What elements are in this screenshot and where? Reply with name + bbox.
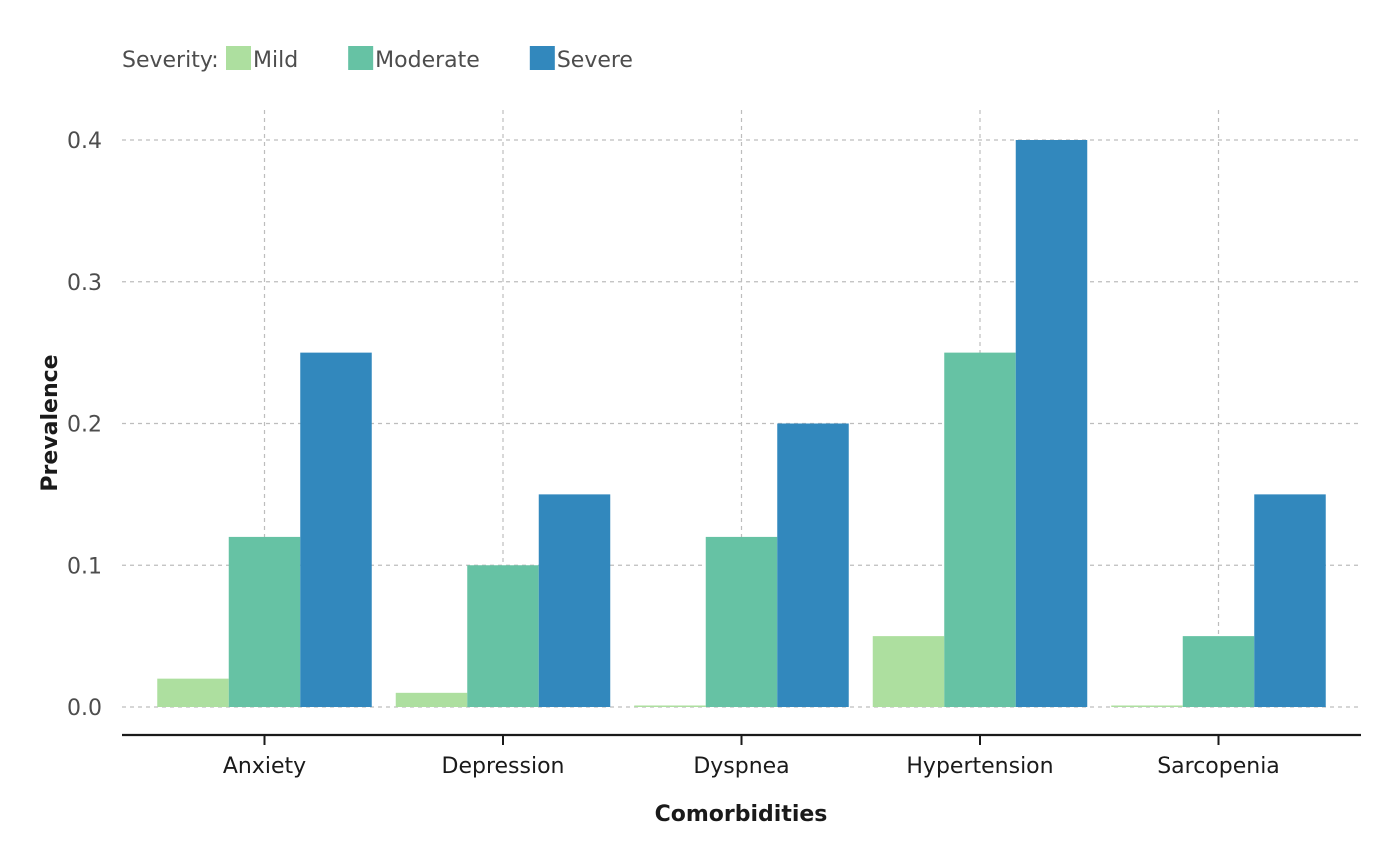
x-tick-label: Sarcopenia	[1157, 754, 1280, 779]
bar-mild-sarcopenia	[1111, 705, 1183, 707]
bar-moderate-anxiety	[228, 536, 301, 707]
x-axis-title: Comorbidities	[655, 802, 828, 827]
x-tick-label: Hypertension	[906, 754, 1053, 779]
axes: 0.0 0.1 0.2 0.3 0.4 Anxiety Depression Dyspnea H…	[67, 129, 1361, 779]
y-tick-label: 0.1	[67, 554, 102, 579]
y-axis-title: Prevalence	[38, 354, 63, 491]
bar-mild-dyspnea	[634, 705, 706, 707]
y-tick-label: 0.0	[67, 696, 102, 721]
legend-swatch-mild	[226, 46, 251, 70]
legend-title: Severity:	[122, 48, 219, 73]
y-tick-label: 0.3	[67, 271, 102, 296]
legend-swatch-moderate	[348, 46, 374, 70]
x-tick-label: Anxiety	[223, 754, 306, 779]
bar-mild-hypertension	[872, 636, 945, 707]
bar-severe-hypertension	[1015, 140, 1088, 707]
y-tick-label: 0.4	[67, 129, 102, 154]
bar-moderate-hypertension	[944, 352, 1016, 707]
bar-moderate-sarcopenia	[1182, 636, 1255, 707]
bars	[157, 140, 1326, 707]
bar-severe-depression	[538, 494, 611, 707]
y-tick-label: 0.2	[67, 413, 102, 438]
bar-severe-anxiety	[300, 352, 372, 707]
bar-mild-anxiety	[157, 678, 229, 707]
legend-label-moderate: Moderate	[375, 48, 480, 73]
legend: Severity: Mild Moderate Severe	[122, 46, 633, 73]
bar-moderate-dyspnea	[705, 536, 778, 707]
bar-severe-sarcopenia	[1254, 494, 1326, 707]
bar-moderate-depression	[467, 565, 539, 707]
legend-swatch-severe	[529, 46, 555, 70]
x-tick-label: Depression	[442, 754, 565, 779]
bar-mild-depression	[395, 692, 468, 707]
x-tick-label: Dyspnea	[693, 754, 789, 779]
legend-label-severe: Severe	[557, 48, 633, 73]
legend-label-mild: Mild	[253, 48, 298, 73]
bar-severe-dyspnea	[777, 423, 849, 707]
